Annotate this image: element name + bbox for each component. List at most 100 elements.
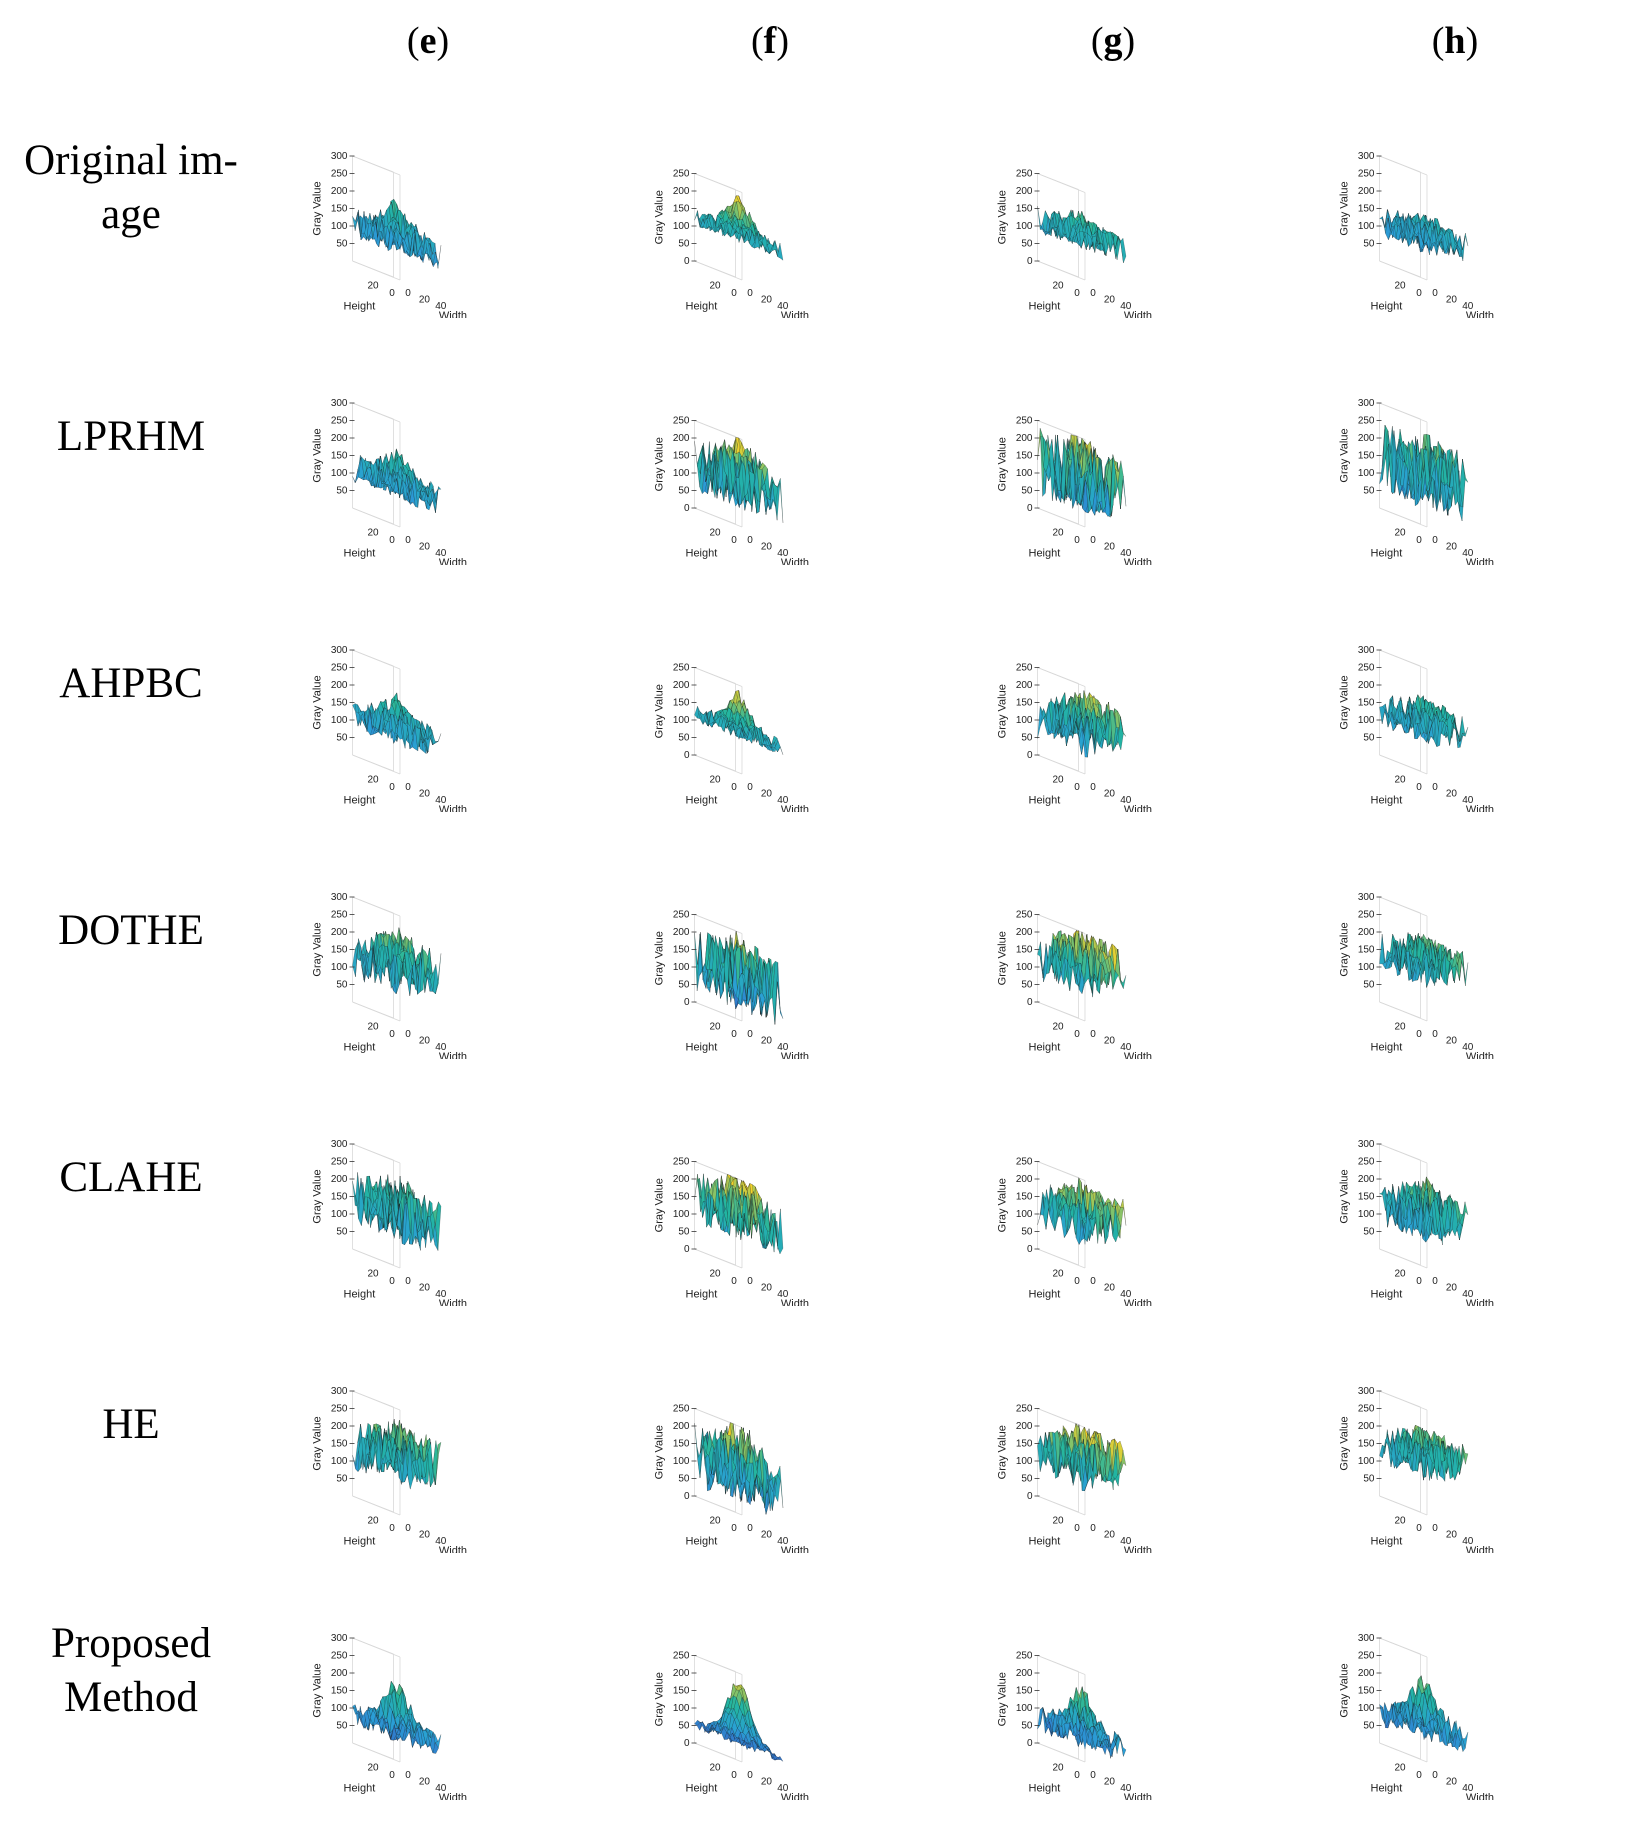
height-tick-label: 20: [1394, 527, 1406, 538]
width-tick-label: 0: [405, 535, 411, 546]
row-label-line: DOTHE: [58, 907, 204, 954]
height-tick-label: 20: [709, 280, 721, 291]
surface-patch: [435, 953, 442, 994]
width-tick-label: 20: [419, 1035, 431, 1046]
height-axis-label: Height: [1371, 300, 1403, 312]
height-tick-label: 0: [731, 1029, 737, 1040]
box-edge: [1037, 914, 1086, 934]
surface-mesh: [1037, 206, 1127, 263]
height-tick-label: 0: [389, 782, 395, 793]
box-edge: [694, 667, 743, 687]
z-tick-label: 50: [678, 980, 690, 991]
row-label-line: AHPBC: [59, 660, 203, 707]
surface-mesh: [352, 927, 442, 996]
z-tick-label: 50: [1021, 486, 1033, 497]
row-label-dothe: DOTHE: [0, 904, 262, 958]
z-axis-label: Gray Value: [312, 428, 324, 482]
z-tick-label: 150: [673, 698, 690, 709]
z-tick-label: 300: [1358, 892, 1375, 903]
surface-mesh: [1037, 690, 1127, 758]
z-tick-label: 100: [331, 1209, 348, 1220]
z-tick-label: 50: [1363, 486, 1375, 497]
width-tick-label: 0: [1090, 782, 1096, 793]
width-tick-label: 40: [1462, 301, 1474, 312]
z-axis-label: Gray Value: [312, 675, 324, 729]
z-axis-label: Gray Value: [654, 437, 666, 491]
height-axis-label: Height: [1029, 794, 1061, 806]
z-tick-label: 0: [1027, 750, 1033, 761]
height-tick-label: 0: [1074, 288, 1080, 299]
width-tick-label: 40: [435, 548, 447, 559]
box-edge: [1037, 507, 1086, 528]
z-tick-label: 100: [673, 715, 690, 726]
box-edge: [352, 1143, 401, 1164]
z-axis-label: Gray Value: [312, 922, 324, 976]
z-tick-label: 250: [673, 910, 690, 921]
width-tick-label: 20: [1104, 541, 1116, 552]
z-tick-label: 50: [1363, 980, 1375, 991]
z-tick-label: 150: [331, 204, 348, 215]
surface-patch: [1120, 975, 1127, 989]
z-tick-label: 200: [673, 186, 690, 197]
width-axis-label: Width: [781, 557, 809, 565]
z-tick-label: 300: [331, 645, 348, 656]
height-axis-label: Height: [686, 300, 718, 312]
width-axis-label: Width: [1124, 310, 1152, 318]
z-tick-label: 50: [1021, 980, 1033, 991]
row-label-he: HE: [0, 1398, 262, 1452]
surface-mesh: [1037, 929, 1127, 998]
surface-patch: [1462, 951, 1469, 986]
z-axis-label: Gray Value: [997, 931, 1009, 985]
width-tick-label: 0: [1432, 288, 1438, 299]
z-tick-label: 50: [1021, 733, 1033, 744]
surface-plot-e-3: 300 250 200 150 100 50 Gray Value 0 20 40 Width 20 0…: [285, 592, 615, 812]
z-tick-label: 300: [331, 1139, 348, 1150]
column-header-f: (f): [751, 20, 789, 62]
z-tick-label: 200: [1016, 433, 1033, 444]
height-tick-label: 20: [709, 1021, 721, 1032]
z-tick-label: 150: [1016, 698, 1033, 709]
width-tick-label: 0: [405, 782, 411, 793]
z-tick-label: 100: [331, 715, 348, 726]
box-edge: [694, 754, 743, 775]
surface-plot-e-1: 300 250 200 150 100 50 Gray Value 0 20 40 Width 20 0…: [285, 98, 615, 318]
height-tick-label: 0: [731, 535, 737, 546]
z-tick-label: 50: [336, 1227, 348, 1238]
width-tick-label: 40: [435, 1042, 447, 1053]
z-tick-label: 150: [1358, 698, 1375, 709]
width-tick-label: 20: [1446, 541, 1458, 552]
row-label-line: Original im-: [24, 137, 238, 184]
box-edge: [1037, 173, 1086, 193]
height-tick-label: 20: [1052, 280, 1064, 291]
surface-mesh: [1379, 209, 1469, 262]
z-tick-label: 200: [673, 680, 690, 691]
z-axis-label: Gray Value: [1339, 675, 1351, 729]
z-tick-label: 0: [1027, 503, 1033, 514]
z-tick-label: 300: [331, 892, 348, 903]
z-tick-label: 250: [673, 416, 690, 427]
z-tick-label: 200: [1016, 680, 1033, 691]
height-axis-label: Height: [344, 1288, 376, 1300]
surface-mesh: [1379, 424, 1469, 522]
width-axis-label: Width: [781, 1051, 809, 1059]
box-edge: [352, 155, 401, 176]
z-axis-label: Gray Value: [654, 684, 666, 738]
box-edge: [1037, 260, 1086, 281]
z-tick-label: 100: [1358, 962, 1375, 973]
width-tick-label: 20: [1104, 294, 1116, 305]
z-tick-label: 100: [1358, 468, 1375, 479]
